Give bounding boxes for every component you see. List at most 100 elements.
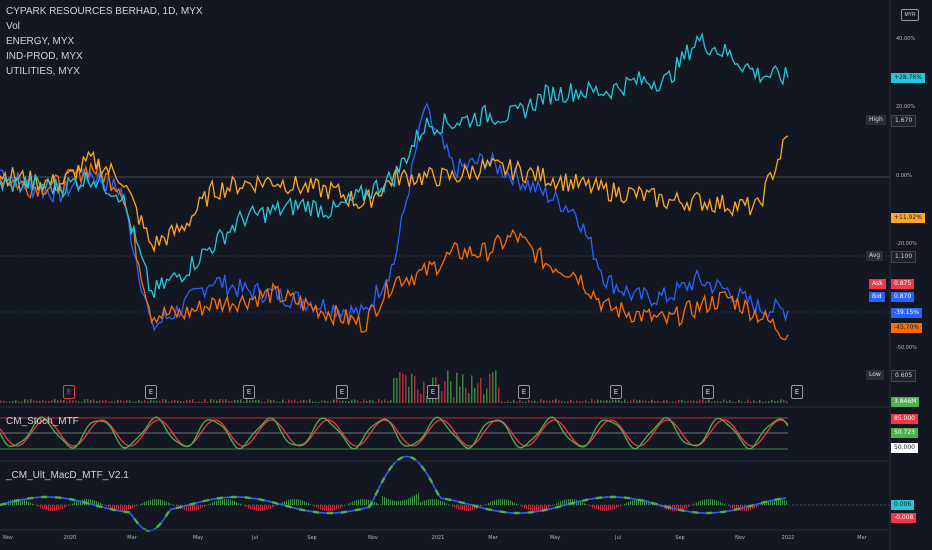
macd-histogram-bar bbox=[756, 505, 757, 508]
earnings-marker[interactable]: E bbox=[518, 385, 530, 399]
compare-energy-legend[interactable]: ENERGY, MYX bbox=[6, 36, 75, 47]
volume-bar bbox=[696, 400, 698, 403]
currency-button[interactable]: MYR bbox=[901, 9, 919, 21]
macd-histogram-bar bbox=[560, 501, 561, 505]
stoch-upper-tag: 85.000 bbox=[891, 414, 918, 424]
y-tick: -50.00% bbox=[896, 345, 917, 351]
volume-bar bbox=[393, 378, 395, 403]
macd-histogram-bar bbox=[556, 503, 557, 505]
volume-bar bbox=[450, 381, 452, 403]
macd-histogram-bar bbox=[466, 505, 467, 511]
macd-histogram-bar bbox=[754, 505, 755, 509]
volume-bar bbox=[741, 400, 743, 403]
macd-histogram-bar bbox=[434, 499, 435, 505]
macd-histogram-bar bbox=[522, 505, 523, 507]
macd-histogram-bar bbox=[554, 504, 555, 505]
series-line-energy bbox=[0, 161, 789, 341]
volume-bar bbox=[321, 400, 323, 403]
volume-bar bbox=[261, 401, 263, 403]
ask-value: 0.875 bbox=[891, 279, 915, 289]
macd-histogram-bar bbox=[326, 505, 327, 511]
macd-histogram-bar bbox=[520, 505, 521, 506]
macd-histogram-bar bbox=[222, 499, 223, 505]
symbol-title[interactable]: CYPARK RESOURCES BERHAD, 1D, MYX bbox=[6, 6, 203, 17]
macd-histogram-bar bbox=[356, 500, 357, 505]
macd-histogram-bar bbox=[570, 499, 571, 505]
volume-bar bbox=[684, 401, 686, 403]
volume-bar bbox=[105, 400, 107, 403]
volume-bar bbox=[6, 401, 8, 403]
volume-bar bbox=[750, 401, 752, 403]
volume-bar bbox=[381, 400, 383, 403]
earnings-marker[interactable]: E bbox=[336, 385, 348, 399]
series-line-main bbox=[0, 102, 789, 332]
macd-histogram-bar bbox=[696, 502, 697, 505]
volume-bar bbox=[204, 399, 206, 403]
macd-histogram-bar bbox=[44, 505, 45, 510]
earnings-marker[interactable]: E bbox=[610, 385, 622, 399]
volume-bar bbox=[579, 401, 581, 403]
volume-bar bbox=[0, 400, 2, 403]
volume-bar bbox=[543, 400, 545, 403]
earnings-marker[interactable]: E bbox=[243, 385, 255, 399]
macd-histogram-bar bbox=[192, 505, 193, 511]
volume-bar bbox=[507, 400, 509, 403]
volume-bar bbox=[183, 401, 185, 403]
volume-bar bbox=[513, 399, 515, 403]
macd-histogram-bar bbox=[170, 503, 171, 505]
macd-histogram-bar bbox=[40, 505, 41, 508]
volume-bar bbox=[285, 401, 287, 403]
series-line-utilities bbox=[0, 31, 789, 298]
volume-bar bbox=[300, 400, 302, 403]
volume-bar bbox=[489, 373, 491, 403]
volume-bar bbox=[267, 399, 269, 403]
macd-histogram-bar bbox=[678, 505, 679, 511]
volume-bar bbox=[165, 399, 167, 403]
earnings-marker[interactable]: E bbox=[145, 385, 157, 399]
volume-bar bbox=[18, 401, 20, 403]
macd-histogram-bar bbox=[382, 496, 383, 505]
compare-utilities-legend[interactable]: UTILITIES, MYX bbox=[6, 66, 80, 77]
macd-histogram-bar bbox=[106, 505, 107, 507]
compare-indprod-legend[interactable]: IND-PROD, MYX bbox=[6, 51, 83, 62]
earnings-marker[interactable]: E bbox=[427, 385, 439, 399]
earnings-marker[interactable]: E bbox=[702, 385, 714, 399]
volume-bar bbox=[219, 399, 221, 403]
macd-histogram-bar bbox=[122, 505, 123, 511]
macd-histogram-bar bbox=[32, 503, 33, 505]
macd-histogram-bar bbox=[416, 494, 417, 505]
macd-histogram-bar bbox=[534, 505, 535, 511]
macd-histogram-bar bbox=[202, 505, 203, 508]
macd-histogram-bar bbox=[140, 504, 141, 505]
macd-histogram-bar bbox=[596, 505, 597, 510]
macd-histogram-bar bbox=[454, 505, 455, 508]
macd-histogram-bar bbox=[188, 505, 189, 511]
macd-indicator-title[interactable]: _CM_Ult_MacD_MTF_V2.1 bbox=[6, 470, 129, 481]
earnings-marker[interactable]: E bbox=[63, 385, 75, 399]
volume-bar bbox=[222, 399, 224, 403]
earnings-marker[interactable]: E bbox=[791, 385, 803, 399]
volume-bar bbox=[549, 401, 551, 403]
volume-bar bbox=[396, 377, 398, 403]
macd-histogram-bar bbox=[480, 505, 481, 508]
macd-histogram-bar bbox=[142, 502, 143, 505]
volume-bar bbox=[729, 400, 731, 403]
macd-histogram-bar bbox=[392, 500, 393, 505]
macd-histogram-bar bbox=[384, 497, 385, 505]
volume-bar bbox=[39, 401, 41, 403]
volume-bar bbox=[546, 400, 548, 403]
macd-histogram-bar bbox=[532, 505, 533, 511]
stoch-indicator-title[interactable]: CM_Stoch_MTF bbox=[6, 416, 79, 427]
macd-histogram-bar bbox=[210, 503, 211, 505]
volume-bar bbox=[276, 401, 278, 403]
volume-bar bbox=[99, 400, 101, 403]
x-tick: May bbox=[549, 535, 561, 541]
volume-bar bbox=[687, 401, 689, 403]
macd-histogram-bar bbox=[232, 500, 233, 505]
volume-bar bbox=[306, 400, 308, 403]
volume-bar bbox=[156, 400, 158, 403]
volume-legend[interactable]: Vol bbox=[6, 21, 20, 32]
macd-histogram-bar bbox=[558, 502, 559, 505]
macd-histogram-bar bbox=[218, 500, 219, 505]
